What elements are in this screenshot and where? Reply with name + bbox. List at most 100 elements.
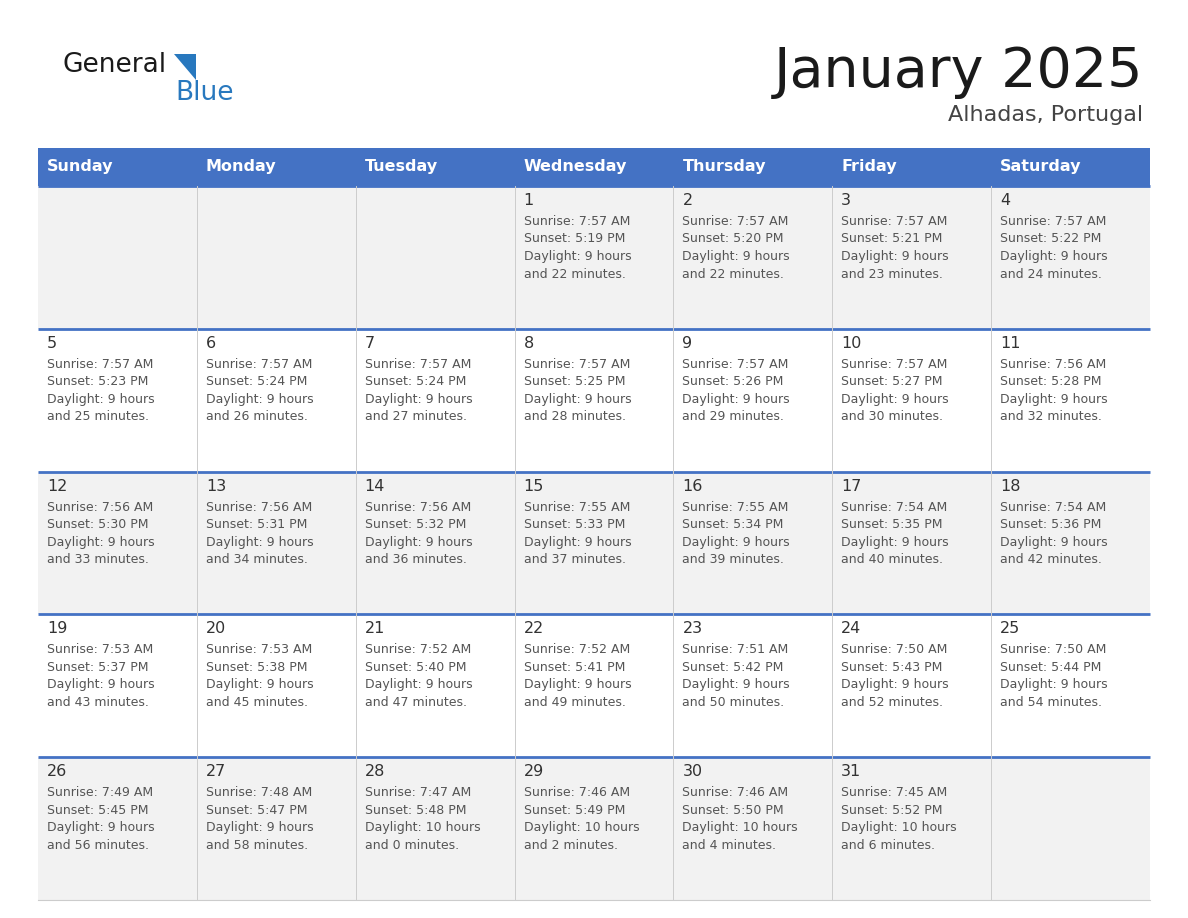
Text: 23: 23 xyxy=(682,621,702,636)
Text: Thursday: Thursday xyxy=(682,160,766,174)
Bar xyxy=(514,148,674,186)
Bar xyxy=(38,472,1150,614)
Text: Daylight: 9 hours: Daylight: 9 hours xyxy=(524,678,631,691)
Text: Daylight: 9 hours: Daylight: 9 hours xyxy=(524,393,631,406)
Text: Sunrise: 7:57 AM: Sunrise: 7:57 AM xyxy=(841,358,948,371)
Text: and 39 minutes.: and 39 minutes. xyxy=(682,554,784,566)
Text: Sunset: 5:36 PM: Sunset: 5:36 PM xyxy=(1000,518,1101,532)
Polygon shape xyxy=(173,54,196,80)
Text: Sunrise: 7:55 AM: Sunrise: 7:55 AM xyxy=(682,500,789,513)
Text: Sunday: Sunday xyxy=(48,160,114,174)
Text: Sunrise: 7:46 AM: Sunrise: 7:46 AM xyxy=(682,786,789,800)
Text: Sunrise: 7:48 AM: Sunrise: 7:48 AM xyxy=(206,786,312,800)
Text: 20: 20 xyxy=(206,621,226,636)
Text: Sunrise: 7:57 AM: Sunrise: 7:57 AM xyxy=(206,358,312,371)
Text: Sunset: 5:26 PM: Sunset: 5:26 PM xyxy=(682,375,784,388)
Text: Sunrise: 7:53 AM: Sunrise: 7:53 AM xyxy=(48,644,153,656)
Text: Daylight: 9 hours: Daylight: 9 hours xyxy=(841,250,949,263)
Text: Sunset: 5:30 PM: Sunset: 5:30 PM xyxy=(48,518,148,532)
Bar xyxy=(674,148,833,186)
Text: Daylight: 9 hours: Daylight: 9 hours xyxy=(365,678,473,691)
Bar xyxy=(355,148,514,186)
Text: and 33 minutes.: and 33 minutes. xyxy=(48,554,148,566)
Bar xyxy=(38,329,1150,472)
Text: Daylight: 10 hours: Daylight: 10 hours xyxy=(524,822,639,834)
Text: Sunset: 5:24 PM: Sunset: 5:24 PM xyxy=(206,375,308,388)
Text: Sunset: 5:34 PM: Sunset: 5:34 PM xyxy=(682,518,784,532)
Text: 22: 22 xyxy=(524,621,544,636)
Text: 28: 28 xyxy=(365,764,385,779)
Text: Monday: Monday xyxy=(206,160,277,174)
Text: Daylight: 10 hours: Daylight: 10 hours xyxy=(682,822,798,834)
Text: Sunset: 5:48 PM: Sunset: 5:48 PM xyxy=(365,803,466,817)
Text: Sunrise: 7:57 AM: Sunrise: 7:57 AM xyxy=(524,358,630,371)
Text: and 49 minutes.: and 49 minutes. xyxy=(524,696,625,709)
Text: Daylight: 9 hours: Daylight: 9 hours xyxy=(206,393,314,406)
Text: Daylight: 9 hours: Daylight: 9 hours xyxy=(682,393,790,406)
Text: 12: 12 xyxy=(48,478,68,494)
Text: Blue: Blue xyxy=(175,80,234,106)
Text: Daylight: 9 hours: Daylight: 9 hours xyxy=(48,393,154,406)
Text: Sunrise: 7:52 AM: Sunrise: 7:52 AM xyxy=(365,644,470,656)
Text: 9: 9 xyxy=(682,336,693,351)
Text: 30: 30 xyxy=(682,764,702,779)
Text: Daylight: 9 hours: Daylight: 9 hours xyxy=(365,535,473,549)
Text: Sunrise: 7:45 AM: Sunrise: 7:45 AM xyxy=(841,786,948,800)
Bar xyxy=(38,614,1150,757)
Text: Sunset: 5:42 PM: Sunset: 5:42 PM xyxy=(682,661,784,674)
Text: Sunset: 5:32 PM: Sunset: 5:32 PM xyxy=(365,518,466,532)
Text: Sunrise: 7:57 AM: Sunrise: 7:57 AM xyxy=(48,358,153,371)
Text: 26: 26 xyxy=(48,764,68,779)
Text: 24: 24 xyxy=(841,621,861,636)
Text: Daylight: 9 hours: Daylight: 9 hours xyxy=(524,250,631,263)
Text: Sunrise: 7:57 AM: Sunrise: 7:57 AM xyxy=(524,215,630,228)
Text: and 37 minutes.: and 37 minutes. xyxy=(524,554,626,566)
Text: Daylight: 9 hours: Daylight: 9 hours xyxy=(206,678,314,691)
Text: Sunset: 5:24 PM: Sunset: 5:24 PM xyxy=(365,375,466,388)
Text: Sunset: 5:23 PM: Sunset: 5:23 PM xyxy=(48,375,148,388)
Text: Friday: Friday xyxy=(841,160,897,174)
Text: Daylight: 9 hours: Daylight: 9 hours xyxy=(682,678,790,691)
Text: and 27 minutes.: and 27 minutes. xyxy=(365,410,467,423)
Text: Sunset: 5:21 PM: Sunset: 5:21 PM xyxy=(841,232,942,245)
Text: and 40 minutes.: and 40 minutes. xyxy=(841,554,943,566)
Text: and 6 minutes.: and 6 minutes. xyxy=(841,839,935,852)
Text: Sunrise: 7:50 AM: Sunrise: 7:50 AM xyxy=(841,644,948,656)
Text: Sunset: 5:20 PM: Sunset: 5:20 PM xyxy=(682,232,784,245)
Text: 16: 16 xyxy=(682,478,703,494)
Text: Daylight: 9 hours: Daylight: 9 hours xyxy=(841,678,949,691)
Text: and 2 minutes.: and 2 minutes. xyxy=(524,839,618,852)
Text: Daylight: 9 hours: Daylight: 9 hours xyxy=(682,535,790,549)
Text: 11: 11 xyxy=(1000,336,1020,351)
Text: Sunrise: 7:56 AM: Sunrise: 7:56 AM xyxy=(1000,358,1106,371)
Text: Daylight: 9 hours: Daylight: 9 hours xyxy=(1000,678,1107,691)
Text: Daylight: 9 hours: Daylight: 9 hours xyxy=(841,393,949,406)
Text: 19: 19 xyxy=(48,621,68,636)
Text: Daylight: 9 hours: Daylight: 9 hours xyxy=(841,535,949,549)
Text: 15: 15 xyxy=(524,478,544,494)
Text: Saturday: Saturday xyxy=(1000,160,1081,174)
Text: Sunrise: 7:54 AM: Sunrise: 7:54 AM xyxy=(1000,500,1106,513)
Text: Sunrise: 7:52 AM: Sunrise: 7:52 AM xyxy=(524,644,630,656)
Text: Sunset: 5:31 PM: Sunset: 5:31 PM xyxy=(206,518,308,532)
Text: 5: 5 xyxy=(48,336,57,351)
Text: Sunset: 5:47 PM: Sunset: 5:47 PM xyxy=(206,803,308,817)
Text: Sunrise: 7:55 AM: Sunrise: 7:55 AM xyxy=(524,500,630,513)
Text: and 43 minutes.: and 43 minutes. xyxy=(48,696,148,709)
Bar xyxy=(197,148,355,186)
Text: Daylight: 9 hours: Daylight: 9 hours xyxy=(524,535,631,549)
Text: Sunset: 5:50 PM: Sunset: 5:50 PM xyxy=(682,803,784,817)
Text: Sunset: 5:27 PM: Sunset: 5:27 PM xyxy=(841,375,943,388)
Bar xyxy=(38,186,1150,329)
Text: and 25 minutes.: and 25 minutes. xyxy=(48,410,148,423)
Text: Sunset: 5:35 PM: Sunset: 5:35 PM xyxy=(841,518,943,532)
Text: and 32 minutes.: and 32 minutes. xyxy=(1000,410,1102,423)
Text: Daylight: 9 hours: Daylight: 9 hours xyxy=(365,393,473,406)
Text: and 34 minutes.: and 34 minutes. xyxy=(206,554,308,566)
Text: General: General xyxy=(62,52,166,78)
Text: and 28 minutes.: and 28 minutes. xyxy=(524,410,626,423)
Text: Sunrise: 7:57 AM: Sunrise: 7:57 AM xyxy=(1000,215,1106,228)
Text: 4: 4 xyxy=(1000,193,1010,208)
Text: 8: 8 xyxy=(524,336,533,351)
Text: 14: 14 xyxy=(365,478,385,494)
